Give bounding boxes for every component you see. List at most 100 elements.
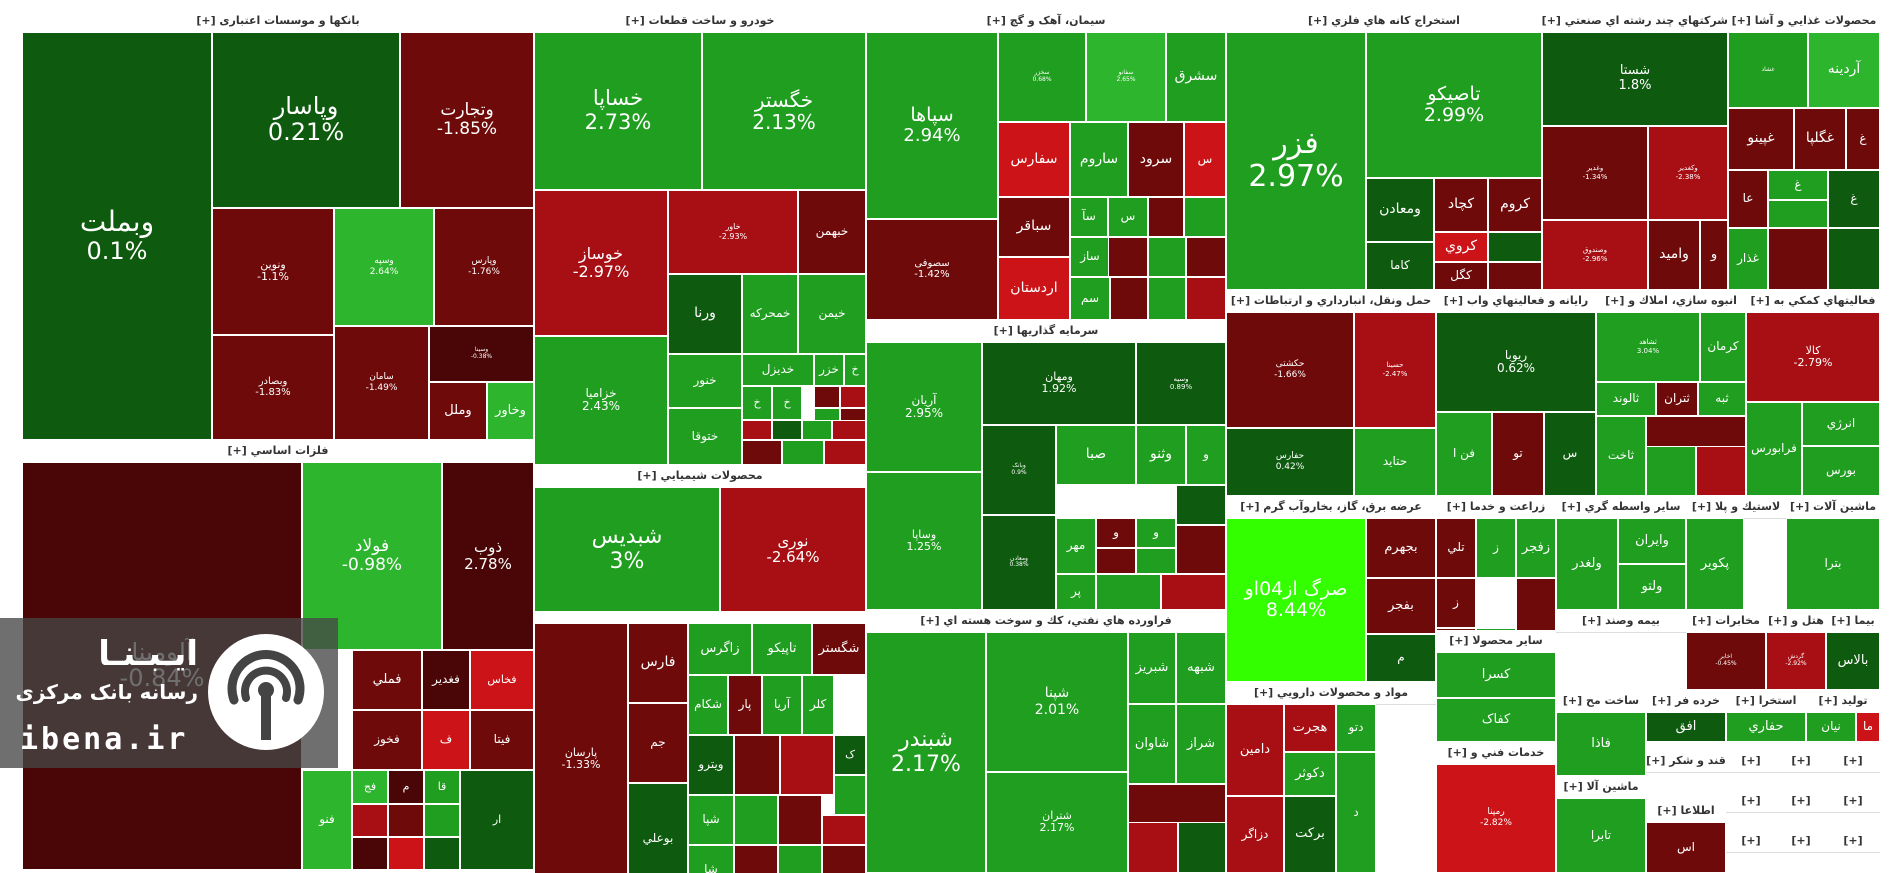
stock-tile[interactable]: بورس [1802,446,1880,496]
stock-tile[interactable]: شا [688,845,734,873]
stock-tile-small[interactable] [734,795,778,845]
stock-tile[interactable]: اردستان [998,257,1070,320]
stock-tile[interactable]: سشرق [1166,32,1226,122]
stock-tile[interactable]: ک [834,735,866,775]
stock-tile-small[interactable] [1176,525,1226,574]
sector-title[interactable]: فراورده هاي نفتي، كك و سوخت هسته اي [+] [866,610,1226,633]
stock-tile[interactable]: بوعلي [628,783,688,873]
stock-tile[interactable]: ار [460,770,534,870]
sector-title[interactable]: انبوه سازي، املاك و [+] [1596,290,1746,313]
stock-tile[interactable]: ولغدر [1556,518,1618,610]
stock-tile[interactable]: ونوین -1.1% [212,208,334,335]
stock-tile-small[interactable] [1148,237,1186,277]
stock-tile[interactable]: تاصیکو 2.99% [1366,32,1542,178]
stock-tile[interactable]: وبانک 0.9% [982,425,1056,515]
stock-tile[interactable]: وخاور [487,382,534,440]
stock-tile-small[interactable] [742,420,772,440]
sector-title[interactable]: ماشين آلا [+] [1556,776,1646,799]
sector-title[interactable]: [+] [1776,790,1826,813]
sector-title[interactable]: سایر واسطه گري [+] [1556,496,1686,519]
stock-tile-small[interactable] [352,804,388,837]
stock-tile[interactable]: گردش -2.92% [1766,632,1826,690]
stock-tile[interactable]: صبا [1056,425,1136,485]
sector-title[interactable]: فعاليتهاي كمكي به [+] [1746,290,1880,313]
stock-tile[interactable]: ثشاهد 3.04% [1596,312,1700,382]
stock-tile[interactable]: کروي [1434,232,1488,262]
stock-tile[interactable]: انرژي [1802,402,1880,446]
stock-tile[interactable]: خ [772,386,802,420]
stock-tile[interactable]: کلر [802,675,834,735]
stock-tile[interactable]: فغدیر [422,650,470,710]
stock-tile[interactable]: سباقر [998,197,1070,257]
stock-tile[interactable]: فج [352,770,388,804]
stock-tile[interactable]: سامان -1.49% [334,326,429,440]
stock-tile[interactable]: نیان [1806,712,1856,742]
sector-title[interactable]: اطلاعا [+] [1646,800,1726,823]
stock-tile[interactable]: شپا [688,795,734,845]
stock-tile[interactable]: غگلپا [1794,108,1846,170]
stock-tile[interactable]: اخابر -0.45% [1686,632,1766,690]
stock-tile[interactable]: ساز [1070,237,1110,277]
stock-tile[interactable]: فزر 2.97% [1226,32,1366,290]
stock-tile[interactable]: فملي0% [352,650,422,710]
stock-tile[interactable]: خمحرکه [742,274,798,354]
sector-title[interactable]: رايانه و فعاليتهاي واب [+] [1436,290,1596,313]
stock-tile[interactable]: م [1366,634,1436,682]
stock-tile[interactable]: حفارس 0.42% [1226,428,1354,496]
stock-tile[interactable]: آریان 2.95% [866,342,982,472]
stock-tile[interactable]: خنور [668,354,742,408]
stock-tile-small[interactable] [834,775,866,815]
stock-tile[interactable]: سصوفی -1.42% [866,219,998,320]
stock-tile[interactable]: سرود [1128,122,1184,197]
stock-tile-small[interactable] [1096,548,1136,574]
sector-title[interactable]: بانکها و موسسات اعتباری [+] [22,10,534,33]
stock-tile[interactable]: فن ا [1436,412,1492,496]
stock-tile[interactable]: س [1108,197,1148,237]
stock-tile[interactable]: وملل [429,382,487,440]
stock-tile[interactable]: شبهه [1176,632,1226,704]
stock-tile[interactable]: کالا -2.79% [1746,312,1880,402]
stock-tile[interactable]: بترا [1786,518,1880,610]
stock-tile[interactable]: وامید [1648,220,1700,290]
stock-tile[interactable]: زفجر [1516,518,1556,578]
sector-title[interactable]: بیمه وصند [+] [1556,610,1686,633]
stock-tile[interactable]: شپنا 2.01% [986,632,1128,772]
stock-tile-small[interactable] [734,735,780,795]
stock-tile[interactable]: کفاک [1436,698,1556,742]
stock-tile[interactable]: خزامیا 2.43% [534,336,668,465]
sector-title[interactable]: محصولات غذايي و آشا [+] [1728,10,1880,33]
stock-tile-small[interactable] [1148,197,1184,237]
stock-tile-small[interactable] [822,815,866,845]
stock-tile-small[interactable] [1176,485,1226,525]
sector-title[interactable]: قند و شكر [+] [1646,750,1726,773]
stock-tile-small[interactable] [832,420,866,440]
stock-tile[interactable]: م [388,770,424,804]
stock-tile[interactable]: نوری -2.64% [720,487,866,612]
stock-tile[interactable]: خدیزل [742,354,814,386]
stock-tile[interactable]: ورنا [668,274,742,354]
sector-title[interactable]: [+] [1726,790,1776,813]
stock-tile[interactable]: شبندر 2.17% [866,632,986,873]
stock-tile[interactable]: تاپیکو [752,623,812,675]
stock-tile-small[interactable] [802,420,832,440]
sector-title[interactable]: هتل و [+] [1766,610,1826,633]
sector-title[interactable]: [+] [1776,750,1826,773]
stock-tile-small[interactable] [1108,237,1148,277]
stock-tile[interactable]: وبصادر -1.83% [212,335,334,440]
stock-tile[interactable]: پر [1056,574,1096,610]
stock-tile[interactable]: ومهان 1.92% [982,342,1136,425]
stock-tile[interactable]: بفجر [1366,578,1436,634]
stock-tile-small[interactable] [1184,197,1226,237]
stock-tile[interactable]: ختوقا [668,408,742,465]
stock-tile[interactable]: فارس [628,623,688,703]
stock-tile-small[interactable] [824,440,866,465]
stock-tile-small[interactable] [780,735,834,795]
stock-tile[interactable]: ولتو [1618,564,1686,610]
stock-tile[interactable]: و [1700,220,1728,290]
stock-tile[interactable]: ثاخت [1596,416,1646,496]
stock-tile[interactable]: تابرا [1556,798,1646,873]
stock-tile[interactable]: تلي [1436,518,1476,578]
sector-title[interactable]: خودرو و ساخت قطعات [+] [534,10,866,33]
stock-tile[interactable]: مهر [1056,518,1096,574]
stock-tile[interactable]: عا [1728,170,1768,228]
